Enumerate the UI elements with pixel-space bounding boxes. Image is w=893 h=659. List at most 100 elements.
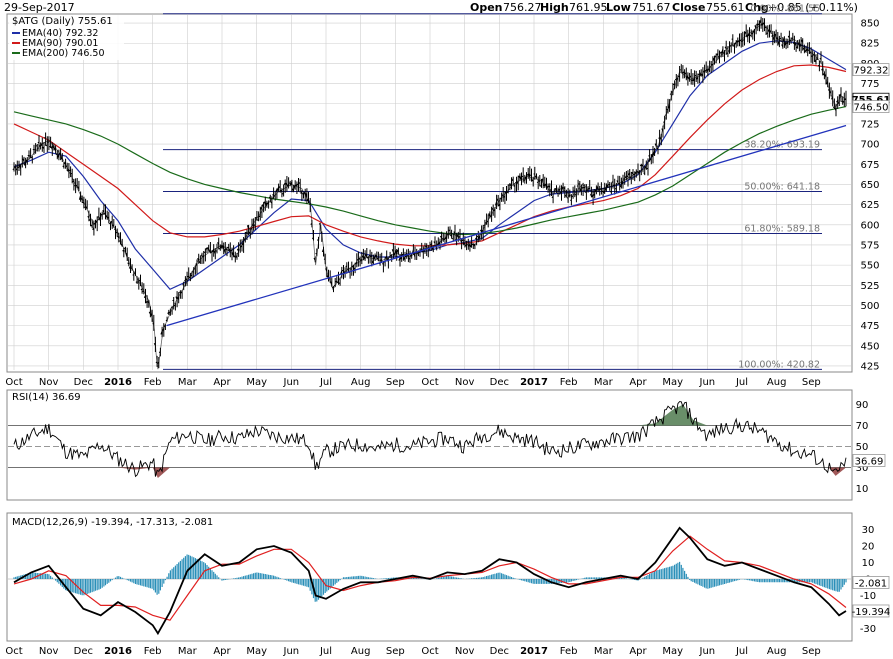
x-tick-label-bottom: Dec	[490, 646, 509, 657]
x-tick-label: Oct	[421, 377, 438, 388]
fib-label: 61.80%: 589.18	[744, 224, 820, 235]
macd-panel-frame	[6, 512, 853, 642]
x-axis-labels-bottom: Oct Nov Dec 2016 Feb Mar Apr May Jun Jul Aug Sep Oct…	[5, 646, 820, 657]
support-trendline	[166, 124, 847, 327]
macd-tag-box	[852, 604, 890, 618]
high-value: 761.95	[569, 1, 608, 14]
x-tick-label-bottom: Apr	[629, 646, 647, 657]
price-tick-label: 550	[860, 261, 879, 272]
price-tick-label: 650	[860, 180, 879, 191]
open-label: Open	[470, 1, 503, 14]
x-tick-label-bottom: Sep	[386, 646, 405, 657]
rsi-title: RSI(14) 36.69	[12, 392, 81, 403]
x-tick-label: Apr	[213, 377, 231, 388]
x-tick-label: May	[662, 377, 683, 388]
x-tick-label-bottom: Dec	[74, 646, 93, 657]
x-tick-label: Oct	[5, 377, 22, 388]
rsi-overbought-fill	[14, 404, 846, 426]
x-tick-label-bottom: Oct	[5, 646, 22, 657]
price-tick-label: 825	[860, 39, 879, 50]
price-line	[13, 22, 847, 370]
x-tick-label-bottom: Mar	[594, 646, 614, 657]
price-tick-label: 775	[860, 79, 879, 90]
x-tick-label: Jul	[319, 377, 332, 388]
x-tick-label: Aug	[767, 377, 787, 388]
x-tick-label-bottom: May	[662, 646, 683, 657]
low-value: 751.67	[632, 1, 671, 14]
price-tick-label: 600	[860, 220, 879, 231]
price-tick-label: 625	[860, 200, 879, 211]
price-tick-label: 700	[860, 140, 879, 151]
x-tick-label-bottom: Aug	[351, 646, 371, 657]
macd-tick-label: 10	[862, 558, 875, 569]
x-tick-label: Jun	[283, 377, 300, 388]
x-axis-labels: Oct Nov Dec 2016 Feb Mar Apr May Jun Jul Aug Sep Oct…	[5, 377, 820, 388]
price-tick-label: 725	[860, 119, 879, 130]
x-tick-label: Dec	[74, 377, 93, 388]
x-tick-label: Dec	[490, 377, 509, 388]
high-label: High	[540, 1, 569, 14]
price-tick-label: 525	[860, 281, 879, 292]
macd-tag-label: -19.394	[852, 607, 891, 618]
price-tick-label: 575	[860, 240, 879, 251]
x-tick-label-bottom: Jun	[283, 646, 300, 657]
x-tick-label-bottom: Apr	[213, 646, 231, 657]
macd-tick-label: 30	[862, 525, 875, 536]
x-tick-label: Mar	[178, 377, 198, 388]
price-tick-label: 850	[860, 19, 879, 30]
rsi-tick-label: 90	[856, 400, 869, 411]
open-value: 756.27	[503, 1, 542, 14]
x-tick-label-bottom: Sep	[802, 646, 821, 657]
ema200-line	[13, 106, 847, 236]
rsi-tick-label: 10	[856, 484, 869, 495]
chg-value: +0.85 (+0.11%)	[768, 1, 858, 14]
fib-label: 0.00%: 861.55	[750, 4, 820, 15]
legend-symbol: $ATG (Daily) 755.61	[12, 16, 113, 27]
price-tick-label: 475	[860, 321, 879, 332]
x-tick-label: Nov	[39, 377, 59, 388]
rsi-tick-label: 50	[856, 442, 869, 453]
x-tick-label: Jul	[735, 377, 748, 388]
x-tick-label: 2016	[104, 377, 132, 388]
price-panel: 425 450 475 500 525 550 575 600 625 650 675 700 725 7…	[5, 4, 890, 388]
x-tick-label: Feb	[144, 377, 162, 388]
x-tick-label: Apr	[629, 377, 647, 388]
x-tick-label-bottom: May	[246, 646, 267, 657]
price-tick-label: 425	[860, 361, 879, 372]
rsi-tick-label: 70	[856, 421, 869, 432]
rsi-tag-label: 36.69	[855, 456, 884, 467]
rsi-tag-box	[852, 454, 886, 467]
price-tick-label: 500	[860, 301, 879, 312]
x-tick-label: Aug	[351, 377, 371, 388]
fib-label: 50.00%: 641.18	[744, 182, 820, 193]
x-tick-label-bottom: Jul	[735, 646, 748, 657]
price-tick-label: 450	[860, 341, 879, 352]
fibonacci-retracements: 100.00%: 420.82 61.80%: 589.18 50.00%: 641…	[163, 4, 822, 370]
rsi-plot: 10 30 50 70 90 36.69	[8, 400, 886, 495]
price-tag-label: 792.32	[854, 66, 889, 77]
macd-tag-box	[852, 576, 890, 589]
legend-ema90: EMA(90) 790.01	[22, 38, 98, 49]
legend-ema200: EMA(200) 746.50	[22, 48, 105, 59]
x-tick-label-bottom: Oct	[421, 646, 438, 657]
x-tick-label-bottom: Feb	[560, 646, 578, 657]
x-tick-label-bottom: Mar	[178, 646, 198, 657]
x-tick-label: 2017	[520, 377, 548, 388]
rsi-panel: RSI(14) 36.69 10 30 50 70 90 36.69	[6, 389, 886, 501]
x-tick-label: Feb	[560, 377, 578, 388]
price-tick-label: 675	[860, 160, 879, 171]
legend-box	[9, 15, 124, 60]
macd-panel: MACD(12,26,9) -19.394, -17.313, -2.081 -…	[5, 512, 891, 657]
x-tick-label: Sep	[386, 377, 405, 388]
macd-tag-label: -2.081	[855, 578, 887, 589]
trendline	[166, 124, 847, 327]
close-label: Close	[672, 1, 705, 14]
legend-ema40: EMA(40) 792.32	[22, 28, 98, 39]
chg-label: Chg	[745, 1, 769, 14]
macd-title: MACD(12,26,9) -19.394, -17.313, -2.081	[12, 517, 213, 528]
macd-histogram	[13, 554, 847, 602]
x-tick-label-bottom: Feb	[144, 646, 162, 657]
macd-tick-label: -30	[860, 624, 876, 635]
x-tick-label-bottom: Nov	[39, 646, 59, 657]
